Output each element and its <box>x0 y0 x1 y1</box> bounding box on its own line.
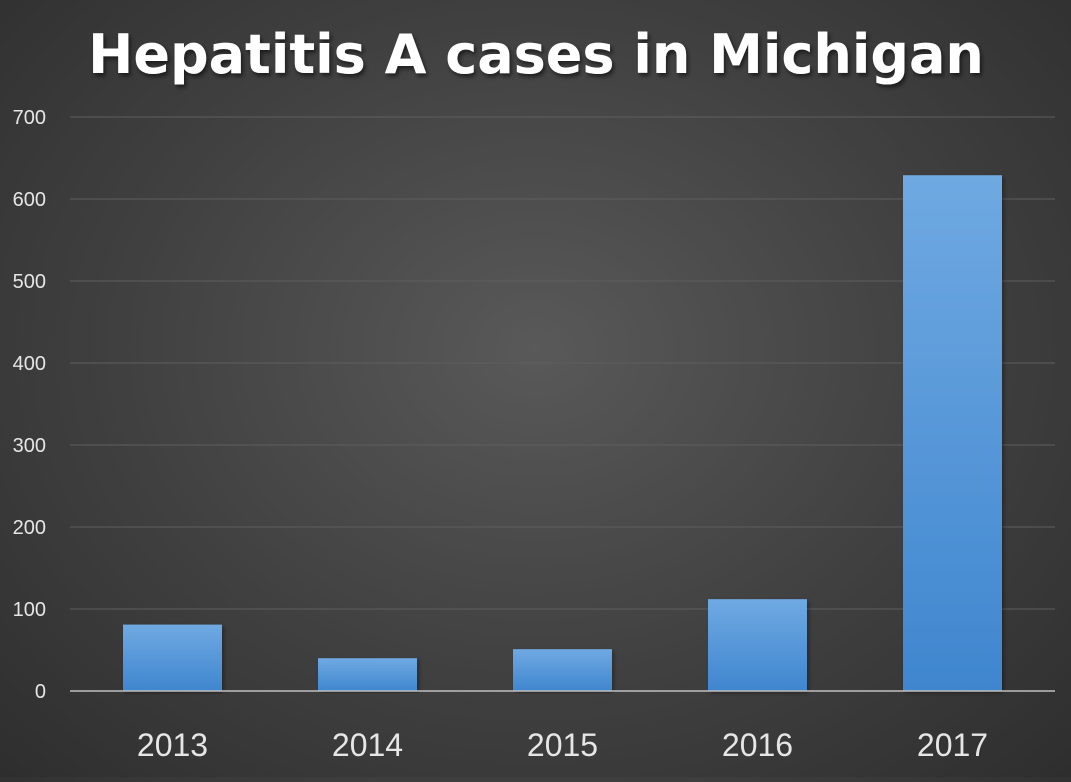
bar-2016 <box>708 599 807 691</box>
x-tick-label: 2014 <box>332 727 403 763</box>
bar-2017 <box>903 175 1002 692</box>
y-tick-label: 200 <box>13 517 46 539</box>
y-tick-label: 500 <box>13 271 46 293</box>
x-tick-label: 2017 <box>917 727 988 763</box>
bars <box>123 175 1002 692</box>
y-axis-tick-labels: 0 100 200 300 400 500 600 700 <box>13 107 46 703</box>
y-tick-label: 600 <box>13 189 46 211</box>
x-tick-label: 2013 <box>137 727 208 763</box>
bar-2014 <box>318 658 417 691</box>
gridlines <box>70 116 1055 610</box>
x-tick-label: 2016 <box>722 727 793 763</box>
y-tick-label: 400 <box>13 353 46 375</box>
y-tick-label: 700 <box>13 107 46 129</box>
chart-title: Hepatitis A cases in Michigan <box>88 23 984 86</box>
y-tick-label: 300 <box>13 435 46 457</box>
bar-2013 <box>123 624 222 691</box>
y-tick-label: 0 <box>35 681 46 703</box>
bar-2015 <box>513 649 612 691</box>
x-tick-label: 2015 <box>527 727 598 763</box>
y-tick-label: 100 <box>13 599 46 621</box>
x-axis-tick-labels: 2013 2014 2015 2016 2017 <box>137 727 988 763</box>
